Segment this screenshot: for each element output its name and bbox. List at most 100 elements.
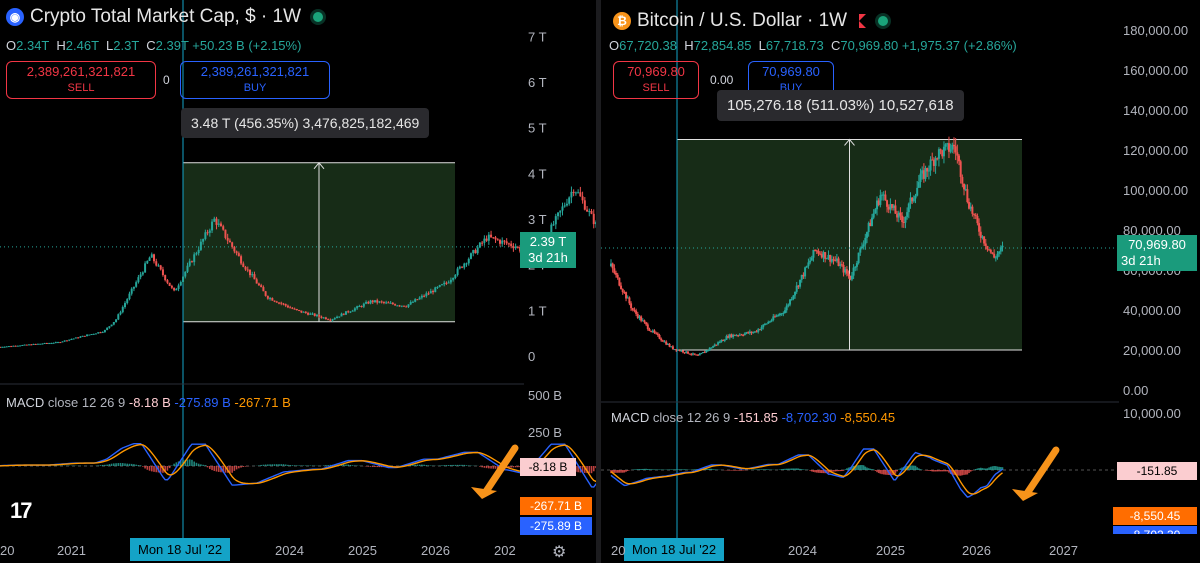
left-candle <box>467 258 470 264</box>
left-y-tick: 5 T <box>528 121 547 136</box>
right-macd-hist-bar <box>764 469 766 470</box>
left-candle <box>561 206 564 211</box>
right-open: 67,720.38 <box>619 38 677 53</box>
right-candle <box>951 144 954 150</box>
right-candle <box>668 343 671 347</box>
left-macd-hist-bar <box>325 465 327 466</box>
left-macd-hist-bar <box>454 464 457 466</box>
right-change: +1,975.37 (+2.86%) <box>901 38 1017 53</box>
right-candle <box>939 149 942 151</box>
panel-divider[interactable] <box>596 0 601 563</box>
right-candle <box>932 159 935 166</box>
left-macd-header[interactable]: MACD close 12 26 9 -8.18 B -275.89 B -26… <box>6 395 291 410</box>
right-macd-hist-bar <box>894 470 897 474</box>
right-macd-hist-bar <box>822 470 825 474</box>
right-candle <box>720 340 723 343</box>
right-candle <box>929 159 932 171</box>
right-chart-canvas[interactable]: 0.0020,000.0040,000.0060,000.0080,000.00… <box>601 0 1200 563</box>
right-macd-header[interactable]: MACD close 12 26 9 -151.85 -8,702.30 -8,… <box>611 410 895 425</box>
right-sell-button[interactable]: 70,969.80 SELL <box>613 61 699 99</box>
left-symbol-title[interactable]: Crypto Total Market Cap, $ · 1W <box>30 6 302 27</box>
left-macd-hist-bar <box>459 464 461 466</box>
right-candle <box>835 258 838 261</box>
right-chart-panel[interactable]: 0.0020,000.0040,000.0060,000.0080,000.00… <box>601 0 1200 563</box>
right-macd-hist-bar <box>871 469 873 470</box>
flag-icon[interactable] <box>859 14 867 28</box>
left-candle <box>353 308 356 311</box>
bitcoin-icon: ₿ <box>613 12 631 30</box>
right-macd-hist-bar <box>938 470 940 472</box>
left-candle <box>481 242 484 244</box>
left-candle <box>416 299 419 301</box>
right-candle <box>666 343 669 345</box>
right-candle <box>847 273 850 276</box>
right-candle <box>633 310 636 312</box>
left-macd-hist-bar <box>222 466 225 473</box>
left-candle <box>188 261 191 266</box>
right-candle <box>921 170 924 174</box>
left-macd-hist-bar <box>340 464 343 466</box>
left-candle <box>351 310 354 312</box>
right-measure-arrowhead <box>844 138 855 146</box>
left-candle <box>186 265 189 272</box>
right-candle <box>807 262 810 267</box>
left-y-tick: 0 <box>528 349 535 364</box>
right-macd-hist-bar <box>954 470 957 476</box>
left-macd-hist-bar <box>110 463 113 466</box>
right-macd-hist-bar <box>683 469 686 470</box>
left-candle <box>19 345 22 347</box>
left-candle <box>159 265 162 270</box>
left-candle <box>99 332 102 334</box>
right-macd-hist-bar <box>785 468 788 470</box>
left-candle <box>231 242 234 247</box>
left-sell-button[interactable]: 2,389,261,321,821 SELL <box>6 61 156 99</box>
right-macd-hist-bar <box>657 469 659 470</box>
right-sell-price: 70,969.80 <box>627 64 685 79</box>
right-x-label: 2026 <box>962 543 991 558</box>
settings-gear-icon[interactable]: ⚙ <box>552 544 567 561</box>
right-macd-name: MACD <box>611 410 650 425</box>
left-macd-hist-bar <box>412 464 414 466</box>
right-macd-hist-bar <box>904 466 907 470</box>
left-candle <box>577 192 580 194</box>
left-macd-hist-bar <box>260 464 262 466</box>
left-candle <box>557 212 560 217</box>
left-candle <box>282 303 285 305</box>
right-candle <box>780 313 783 315</box>
right-macd-hist-bar <box>784 468 786 470</box>
left-macd-hist-bar <box>235 466 238 470</box>
left-macd-tick: 500 B <box>528 388 562 403</box>
right-candle <box>901 215 904 223</box>
right-symbol-title[interactable]: Bitcoin / U.S. Dollar · 1W <box>637 10 848 31</box>
left-macd-hist-bar <box>494 466 497 469</box>
left-candle <box>291 307 294 309</box>
right-macd-hist-bar <box>682 469 684 470</box>
right-candle <box>676 349 679 351</box>
right-macd-hist-bar <box>879 470 882 474</box>
left-ohlc: O2.34T H2.46T L2.3T C2.39T +50.23 B (+2.… <box>6 38 302 53</box>
right-candle <box>889 204 892 210</box>
left-macd-hist-bar <box>581 466 584 473</box>
left-candle <box>119 312 122 315</box>
left-macd-hist-bar <box>291 465 294 466</box>
right-macd-line-tag: -8,702.30 <box>1113 526 1197 534</box>
right-candle <box>906 212 909 217</box>
left-candle <box>128 293 131 300</box>
left-candle <box>478 242 481 248</box>
right-macd-hist-bar <box>620 470 622 473</box>
left-candle <box>208 230 211 233</box>
right-macd-hist-bar <box>795 468 798 470</box>
right-macd-hist-bar <box>881 470 883 475</box>
left-buy-button[interactable]: 2,389,261,321,821 BUY <box>180 61 330 99</box>
right-candle <box>845 269 848 274</box>
right-candle <box>707 349 710 351</box>
right-candle <box>777 315 780 317</box>
right-macd-hist-tag: -151.85 <box>1117 462 1197 480</box>
right-candle <box>645 322 648 325</box>
left-candle <box>559 210 562 213</box>
left-candle <box>465 263 468 265</box>
left-macd-hist-bar <box>267 464 269 466</box>
left-candle <box>233 246 236 252</box>
